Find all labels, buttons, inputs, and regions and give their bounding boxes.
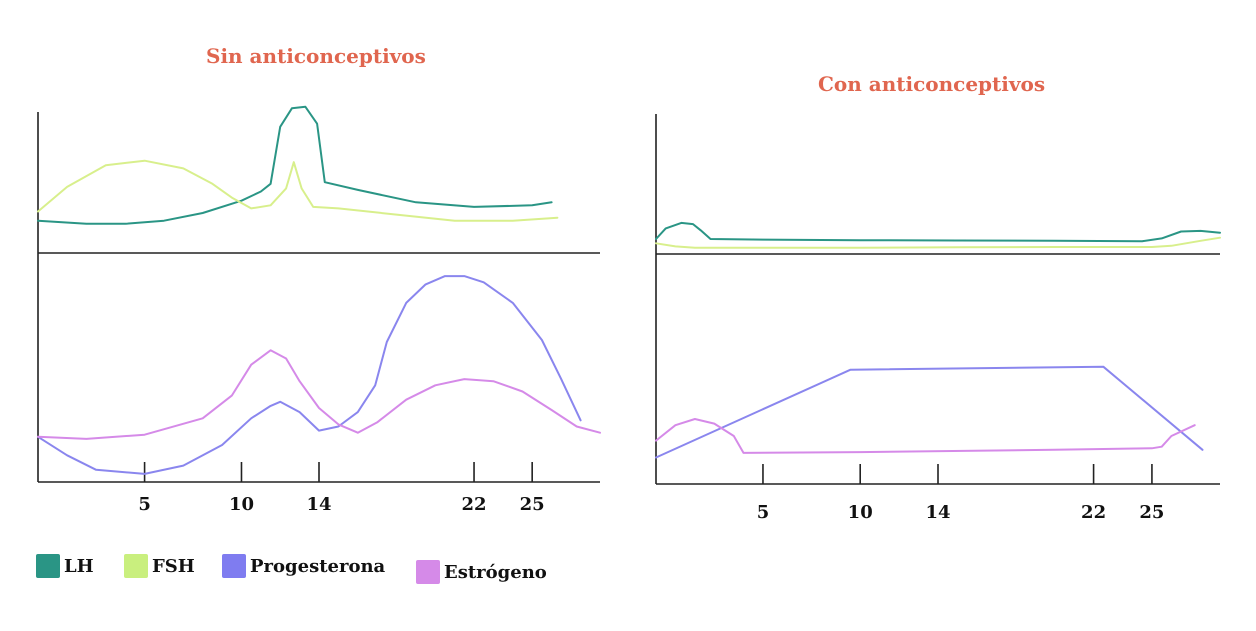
legend-swatch-lh [36, 554, 60, 578]
x-tick-label-left-5: 5 [138, 494, 151, 515]
x-tick-label-left-25: 25 [520, 494, 545, 515]
x-tick-label-right-10: 10 [848, 502, 873, 523]
legend-item-fsh: FSH [124, 554, 195, 578]
x-tick-label-left-22: 22 [462, 494, 487, 515]
legend-label-estrogeno: Estrógeno [444, 561, 547, 583]
legend-swatch-progesterona [222, 554, 246, 578]
legend-label-fsh: FSH [152, 555, 195, 577]
series-line-left-progesterona [37, 275, 582, 475]
series-line-right-progesterona [655, 365, 1204, 459]
x-tick-label-right-22: 22 [1081, 502, 1106, 523]
x-tick-label-right-5: 5 [757, 502, 770, 523]
chart-title-left: Sin anticonceptivos [206, 44, 426, 68]
series-line-right-estrogeno [655, 418, 1196, 454]
legend-item-progesterona: Progesterona [222, 554, 385, 578]
legend-label-lh: LH [64, 555, 94, 577]
series-line-right-fsh [655, 236, 1221, 249]
legend-label-progesterona: Progesterona [250, 555, 386, 577]
legend-swatch-estrogeno [416, 560, 440, 584]
x-tick-label-left-10: 10 [229, 494, 254, 515]
series-line-right-lh [655, 221, 1221, 243]
x-tick-label-right-14: 14 [925, 502, 950, 523]
x-tick-label-right-25: 25 [1139, 502, 1164, 523]
legend-item-lh: LH [36, 554, 94, 578]
chart-title-right: Con anticonceptivos [818, 72, 1046, 96]
series-line-left-estrogeno [37, 349, 601, 440]
legend-item-estrogeno: Estrógeno [416, 560, 547, 584]
x-tick-label-left-14: 14 [306, 494, 331, 515]
series-line-left-lh [37, 105, 553, 225]
legend-swatch-fsh [124, 554, 148, 578]
legend: LH FSH Progesterona Estrógeno [36, 554, 636, 594]
series-line-left-fsh [37, 159, 559, 222]
